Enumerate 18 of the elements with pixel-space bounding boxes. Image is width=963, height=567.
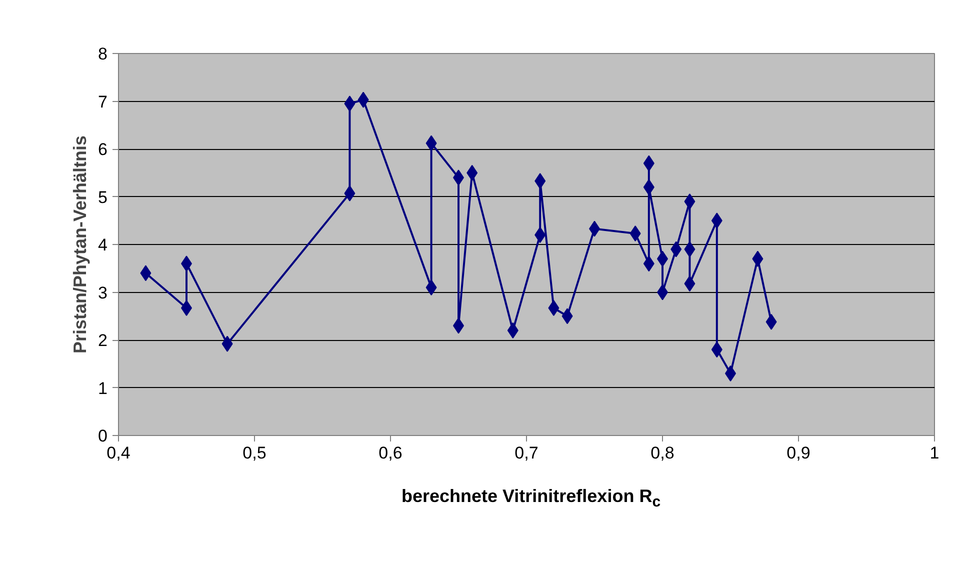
y-tick-label: 6	[98, 140, 108, 159]
x-tick-label: 0,9	[786, 444, 810, 462]
y-tick-label: 4	[98, 236, 108, 254]
y-axis-title: Pristan/Phytan-Verhältnis	[70, 135, 90, 354]
x-tick-label: 0,5	[242, 444, 266, 462]
y-tick-label: 2	[98, 331, 108, 350]
x-tick-label: 0,7	[514, 444, 538, 462]
y-tick-label: 3	[98, 283, 108, 302]
y-tick-label: 5	[98, 188, 108, 207]
x-tick-label: 0,4	[106, 444, 130, 462]
x-tick-label: 1	[930, 444, 940, 462]
y-tick-label: 1	[98, 378, 108, 398]
y-tick-label: 8	[98, 44, 108, 64]
x-tick-label: 0,6	[378, 444, 402, 462]
y-tick-label: 7	[98, 92, 108, 112]
x-tick-label: 0,8	[650, 444, 674, 462]
y-tick-label: 0	[98, 426, 108, 446]
x-axis-title: berechnete Vitrinitreflexion R$_{c}$	[401, 485, 661, 513]
